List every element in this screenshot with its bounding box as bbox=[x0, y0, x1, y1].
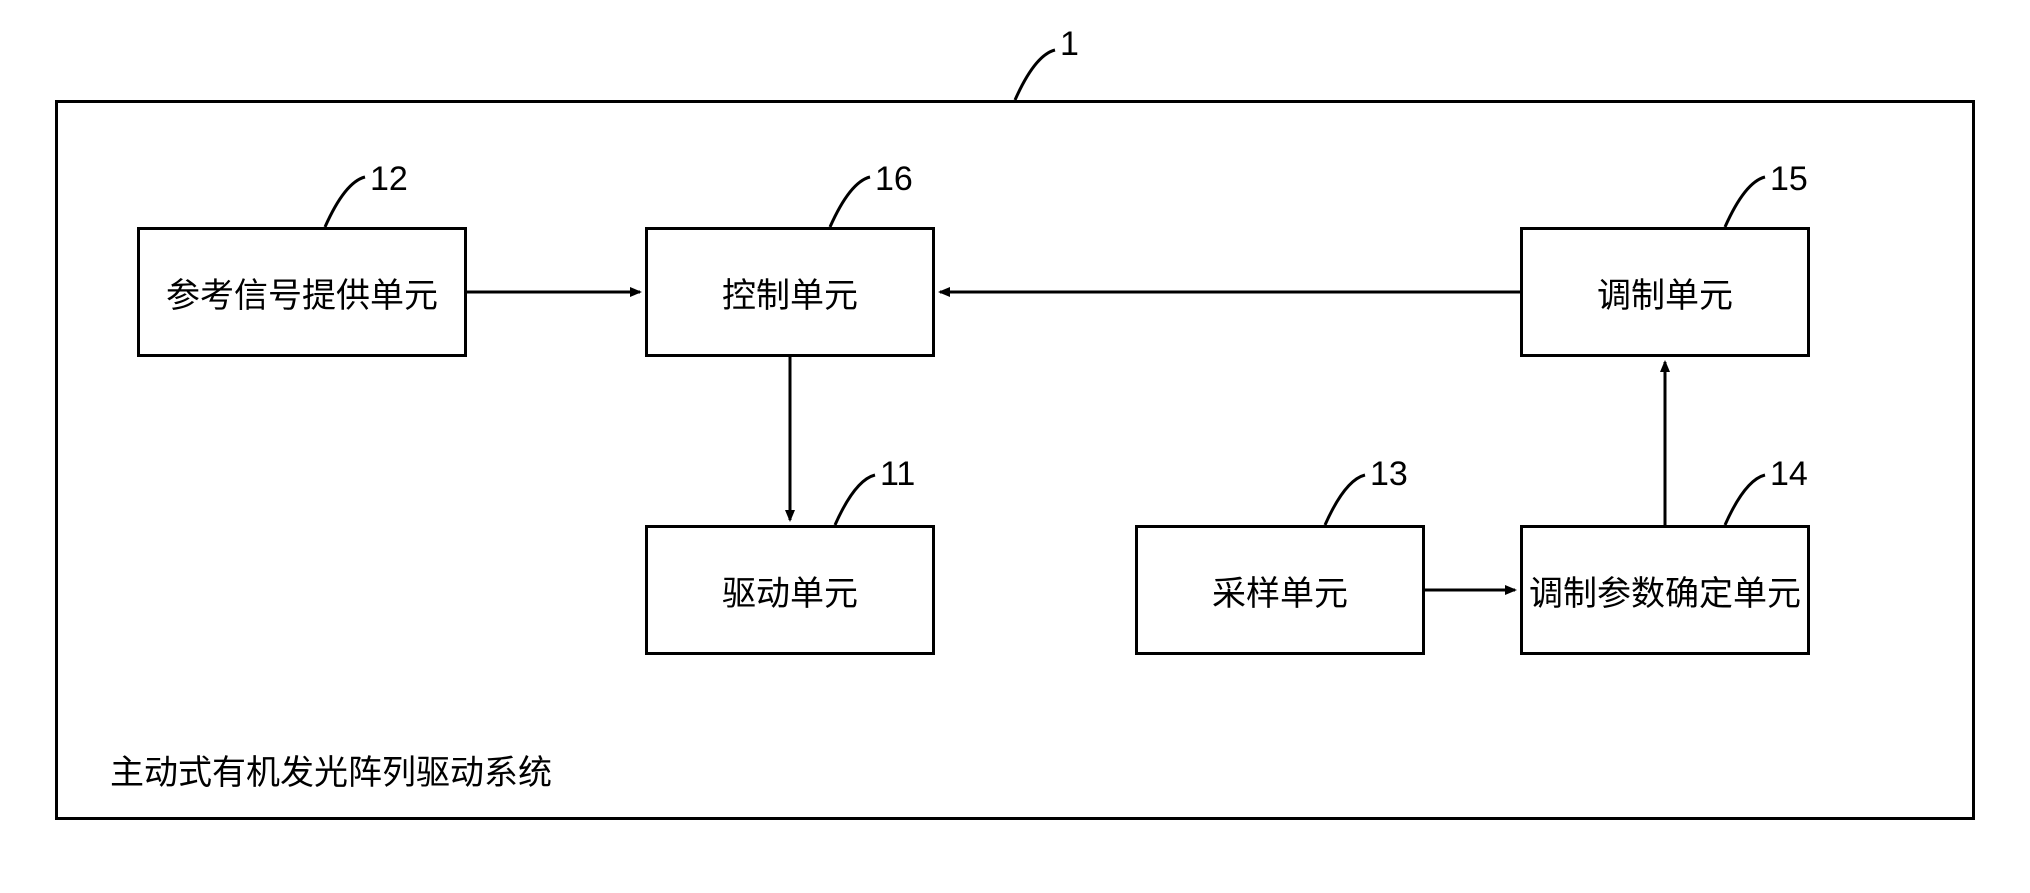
sample-number: 13 bbox=[1370, 455, 1408, 494]
reference-label: 参考信号提供单元 bbox=[166, 268, 438, 317]
param-number: 14 bbox=[1770, 455, 1808, 494]
control-number: 16 bbox=[875, 160, 913, 199]
system-container bbox=[55, 100, 1975, 820]
modulate-label: 调制单元 bbox=[1597, 268, 1733, 317]
callout-outer bbox=[1015, 50, 1055, 100]
reference-number: 12 bbox=[370, 160, 408, 199]
sample-block: 采样单元 bbox=[1135, 525, 1425, 655]
modulate-block: 调制单元 bbox=[1520, 227, 1810, 357]
reference-block: 参考信号提供单元 bbox=[137, 227, 467, 357]
param-block: 调制参数确定单元 bbox=[1520, 525, 1810, 655]
drive-number: 11 bbox=[880, 455, 915, 494]
drive-block: 驱动单元 bbox=[645, 525, 935, 655]
control-block: 控制单元 bbox=[645, 227, 935, 357]
diagram-canvas: 主动式有机发光阵列驱动系统 参考信号提供单元 12 控制单元 16 调制单元 1… bbox=[0, 0, 2030, 893]
drive-label: 驱动单元 bbox=[722, 566, 858, 615]
control-label: 控制单元 bbox=[722, 268, 858, 317]
system-caption: 主动式有机发光阵列驱动系统 bbox=[110, 745, 552, 794]
sample-label: 采样单元 bbox=[1212, 566, 1348, 615]
param-label: 调制参数确定单元 bbox=[1529, 566, 1801, 615]
modulate-number: 15 bbox=[1770, 160, 1808, 199]
system-number: 1 bbox=[1060, 25, 1079, 64]
